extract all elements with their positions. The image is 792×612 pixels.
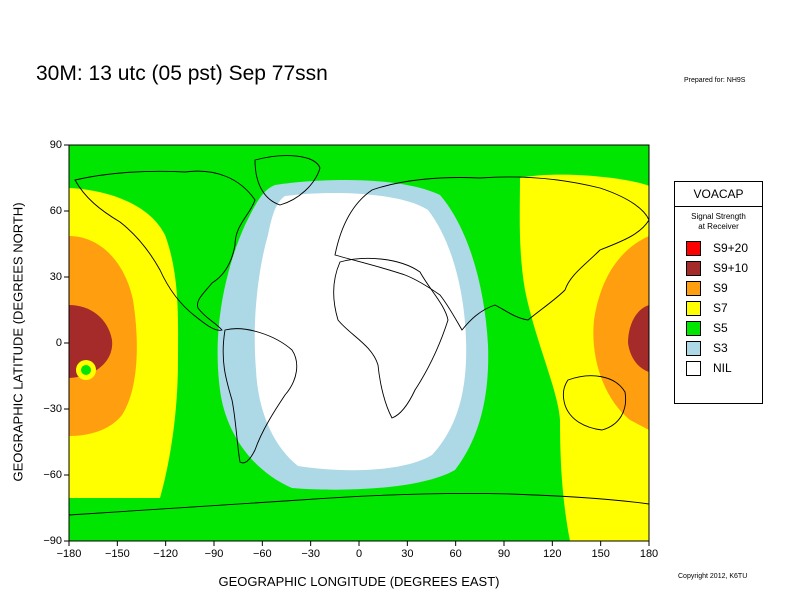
legend-swatch (686, 260, 701, 276)
coverage-nil-region (254, 192, 467, 471)
coverage-layers (69, 145, 649, 541)
legend-label: S5 (713, 321, 728, 335)
x-axis-label: GEOGRAPHIC LONGITUDE (DEGREES EAST) (218, 574, 500, 589)
legend-title: VOACAP (675, 182, 762, 207)
antarctica-outline (69, 492, 649, 516)
legend-item: S9 (675, 278, 762, 298)
south-america-outline (222, 328, 298, 464)
africa-outline (333, 257, 449, 419)
legend-label: S9 (713, 281, 728, 295)
legend-swatch (686, 240, 701, 256)
x-tick-label: 30 (401, 548, 414, 560)
coverage-s9plus10-east (628, 305, 649, 372)
legend-label: NIL (713, 361, 732, 375)
copyright-note: Copyright 2012, K6TU (678, 573, 748, 580)
x-tick-label: 120 (543, 548, 562, 560)
x-tick-label: −180 (56, 548, 82, 560)
australia-outline (562, 375, 627, 431)
legend-subtitle-line1: Signal Strength (691, 212, 746, 221)
y-tick-marks (64, 144, 69, 542)
x-tick-label: 0 (355, 548, 363, 560)
x-tick-label: 150 (591, 548, 610, 560)
legend-swatch (686, 340, 701, 356)
x-tick-label: −90 (204, 548, 224, 560)
y-tick-label: 90 (49, 139, 62, 151)
x-tick-label: 90 (497, 548, 511, 560)
legend-label: S9+10 (713, 261, 749, 275)
y-tick-label: −90 (43, 535, 62, 547)
y-tick-label: 0 (55, 337, 62, 349)
y-tick-label: −30 (43, 403, 62, 415)
y-tick-label: 60 (49, 205, 62, 217)
legend-label: S7 (713, 301, 728, 315)
x-tick-label: −30 (301, 548, 320, 560)
legend-subtitle-line2: at Receiver (698, 222, 739, 231)
y-tick-label: 30 (49, 271, 62, 283)
legend-swatch (686, 320, 701, 336)
legend-item: S9+20 (675, 238, 762, 258)
legend-item: S7 (675, 298, 762, 318)
legend: VOACAP Signal Strength at Receiver S9+20… (674, 181, 763, 404)
legend-item: S3 (675, 338, 762, 358)
map-title: 30M: 13 utc (05 pst) Sep 77ssn (36, 62, 328, 85)
legend-subtitle: Signal Strength at Receiver (675, 212, 762, 232)
coverage-s9-east (593, 236, 649, 430)
legend-swatch (686, 280, 701, 296)
coastlines (69, 155, 649, 516)
legend-item: NIL (675, 358, 762, 378)
y-tick-label: −60 (43, 469, 62, 481)
x-tick-label: −60 (252, 548, 272, 560)
prepared-for-note: Prepared for: NH9S (684, 77, 746, 84)
x-tick-label: −150 (104, 548, 130, 560)
y-axis-label: GEOGRAPHIC LATITUDE (DEGREES NORTH) (10, 202, 26, 482)
x-tick-marks (68, 541, 650, 546)
eurasia-outline (334, 176, 649, 331)
legend-label: S3 (713, 341, 728, 355)
x-tick-label: 60 (449, 548, 462, 560)
x-tick-label: −120 (153, 548, 179, 560)
legend-items: S9+20 S9+10 S9 S7 S5 S3 NIL (675, 238, 762, 378)
legend-item: S9+10 (675, 258, 762, 278)
greenland-outline (254, 155, 321, 206)
legend-label: S9+20 (713, 241, 749, 255)
legend-swatch (686, 300, 701, 316)
legend-item: S5 (675, 318, 762, 338)
coverage-s5-spot (81, 365, 91, 375)
legend-swatch (686, 360, 701, 376)
coverage-s9plus10-west (69, 305, 113, 378)
x-tick-label: 180 (639, 548, 659, 560)
north-america-outline (74, 170, 256, 331)
